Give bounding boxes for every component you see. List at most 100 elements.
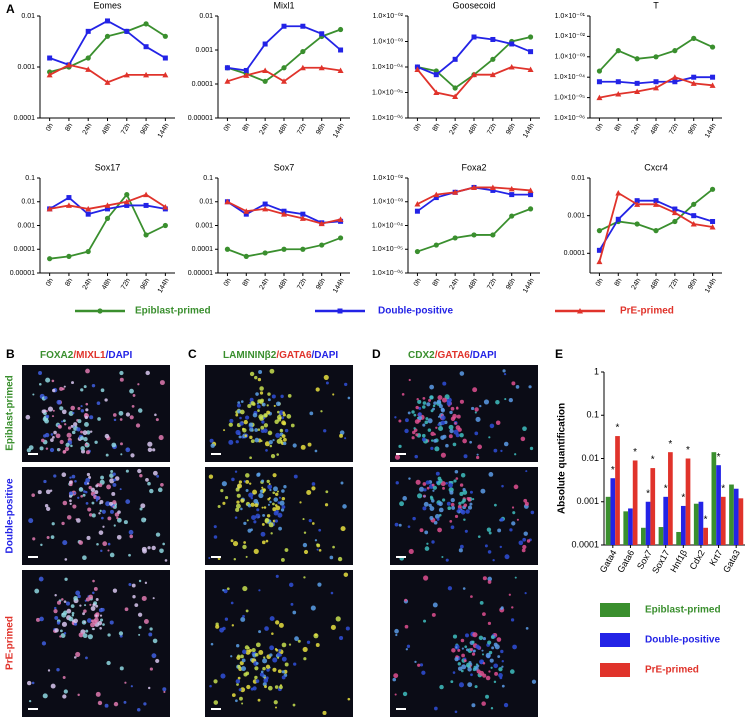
cell: [463, 503, 468, 508]
cell: [248, 492, 254, 498]
cell: [522, 544, 527, 550]
cell: [109, 501, 114, 506]
cell: [258, 649, 264, 655]
cell: [262, 488, 266, 492]
cell: [438, 507, 444, 513]
cell: [51, 379, 55, 383]
cell: [263, 428, 268, 433]
cell: [125, 412, 131, 417]
cell: [422, 401, 427, 405]
cell: [147, 546, 151, 550]
cell: [311, 486, 316, 491]
marker: [162, 204, 169, 210]
marker: [709, 186, 716, 192]
cell: [345, 626, 350, 631]
cell: [431, 612, 436, 617]
cell: [106, 660, 111, 666]
image-title: CDX2/GATA6/DAPI: [408, 350, 497, 361]
legend-label: PrE-primed: [645, 665, 699, 676]
cell: [82, 612, 85, 616]
cell: [269, 653, 273, 657]
marker: [224, 78, 231, 84]
cell: [476, 453, 479, 456]
cell: [421, 433, 426, 438]
cell: [101, 509, 106, 514]
cell: [498, 667, 503, 672]
cell: [407, 525, 411, 528]
cell: [486, 527, 492, 532]
cell: [69, 491, 73, 496]
cell: [245, 609, 249, 613]
cell: [261, 486, 264, 489]
cell: [119, 418, 123, 421]
cell: [119, 666, 124, 671]
cell: [240, 654, 244, 659]
x-tick-label: 72h: [120, 122, 132, 136]
cell: [440, 407, 445, 412]
cell: [109, 478, 115, 484]
cell: [84, 422, 89, 427]
cell: [84, 490, 88, 494]
cell: [302, 646, 308, 653]
cell: [411, 410, 415, 414]
cell: [257, 428, 261, 431]
cell: [487, 621, 492, 625]
cell: [293, 662, 297, 666]
cell: [49, 489, 53, 492]
cell: [442, 486, 445, 490]
cell: [99, 614, 103, 617]
cell: [490, 635, 495, 639]
cell: [209, 438, 214, 443]
cell: [273, 700, 278, 705]
marker: [452, 56, 458, 62]
cell: [47, 669, 51, 672]
cell: [141, 517, 147, 523]
cell: [106, 484, 112, 490]
cell: [282, 441, 287, 446]
x-tick-label: 8h: [614, 122, 624, 132]
cell: [272, 438, 275, 442]
cell: [69, 499, 72, 503]
cell: [252, 686, 257, 691]
cell: [281, 496, 286, 501]
cell: [243, 541, 247, 544]
cell: [77, 419, 82, 424]
y-tick-label: 1.0×10⁻⁰³: [373, 198, 404, 206]
cell: [244, 434, 248, 438]
cell: [93, 587, 98, 591]
cell: [269, 500, 272, 504]
cell: [511, 381, 516, 386]
cell: [100, 388, 105, 393]
cell: [267, 503, 270, 506]
cell: [240, 617, 246, 622]
cell: [472, 387, 478, 393]
cell: [268, 482, 271, 485]
cell: [236, 500, 240, 504]
cell: [413, 413, 417, 417]
cell: [66, 608, 72, 614]
y-tick-label: 1.0×10⁻⁰²: [555, 32, 586, 40]
cell: [86, 472, 91, 477]
cell: [253, 520, 257, 524]
cell: [66, 515, 72, 520]
x-tick-label: 0h: [223, 277, 233, 287]
cell: [422, 482, 427, 486]
cell: [503, 441, 509, 447]
cell: [288, 582, 294, 588]
marker: [243, 208, 250, 214]
marker: [710, 218, 716, 224]
cell: [273, 497, 279, 502]
cell: [58, 448, 61, 451]
cell: [471, 703, 476, 708]
cell: [282, 411, 285, 414]
cell: [141, 595, 147, 602]
cell: [60, 629, 63, 633]
cell: [498, 673, 503, 678]
cell: [266, 479, 270, 484]
cell: [149, 667, 153, 671]
cell: [70, 604, 75, 609]
marker: [123, 198, 130, 205]
cell: [98, 483, 103, 488]
cell: [236, 644, 240, 648]
cell: [315, 643, 320, 647]
